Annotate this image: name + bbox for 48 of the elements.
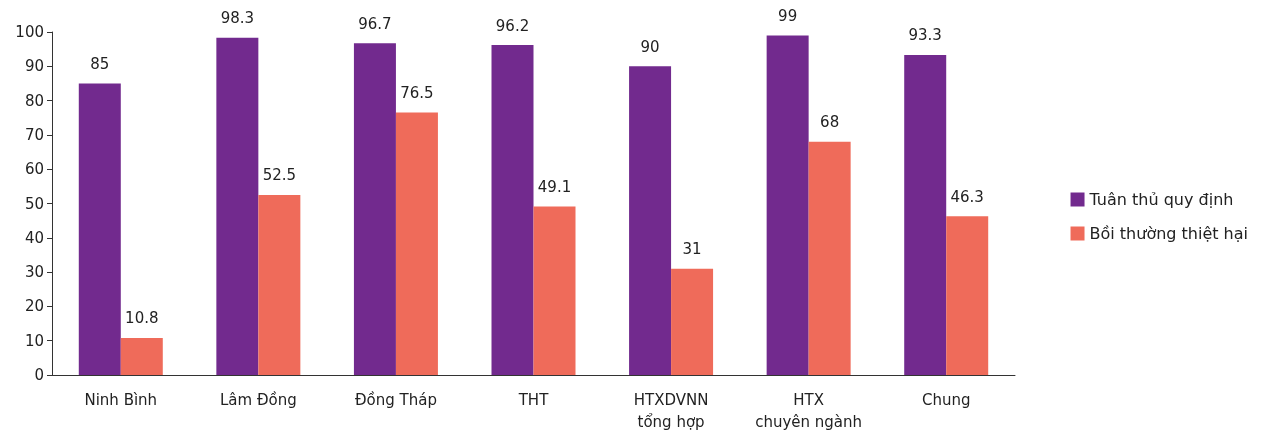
data-label: 96.2	[495, 16, 530, 35]
x-tick-label: THT	[517, 391, 550, 409]
y-tick-label: 0	[34, 366, 44, 384]
bar	[258, 194, 301, 375]
y-tick-label: 10	[24, 331, 44, 350]
bar	[671, 268, 714, 375]
bar	[629, 66, 672, 375]
y-tick-label: 70	[24, 125, 44, 144]
bar	[766, 35, 809, 375]
y-tick-label: 50	[24, 194, 44, 213]
bar	[946, 216, 989, 375]
x-tick-label: HTXDVNN tổng hợp	[633, 391, 709, 431]
data-label: 68	[820, 113, 840, 132]
x-tick-label: Ninh Bình	[84, 391, 158, 409]
bar	[533, 206, 576, 375]
y-tick-label: 20	[24, 297, 44, 316]
data-label: 49.1	[537, 178, 572, 197]
data-label: 10.8	[125, 309, 159, 328]
bar	[353, 43, 396, 375]
bar	[808, 141, 851, 375]
bar	[216, 37, 259, 375]
data-label: 96.7	[358, 14, 392, 33]
data-label: 85	[90, 54, 110, 73]
bar	[395, 112, 438, 375]
y-tick-label: 60	[24, 160, 44, 179]
x-tick-label: Đồng Tháp	[354, 391, 437, 409]
y-tick-label: 80	[24, 91, 44, 110]
bar	[120, 337, 163, 375]
y-tick-label: 30	[24, 263, 44, 282]
data-label: 93.3	[908, 26, 942, 45]
data-label: 98.3	[220, 9, 255, 28]
bar	[491, 45, 534, 375]
y-tick-label: 40	[24, 228, 44, 247]
data-label: 99	[778, 6, 798, 25]
x-tick-label: HTX chuyên ngành	[755, 391, 863, 431]
data-label: 76.5	[400, 84, 434, 103]
bar	[904, 54, 947, 375]
data-label: 46.3	[950, 187, 984, 206]
legend-label: Bồi thường thiệt hại	[1089, 224, 1249, 243]
x-tick-label: Lâm Đồng	[219, 391, 297, 409]
x-tick-label: Chung	[921, 391, 971, 409]
bar	[78, 83, 121, 375]
legend-label: Tuân thủ quy định	[1088, 190, 1234, 209]
data-label: 31	[682, 240, 702, 259]
data-label: 90	[640, 37, 660, 56]
data-label: 52.5	[262, 166, 297, 185]
y-tick-label: 90	[24, 57, 44, 76]
y-tick-label: 100	[15, 23, 44, 41]
